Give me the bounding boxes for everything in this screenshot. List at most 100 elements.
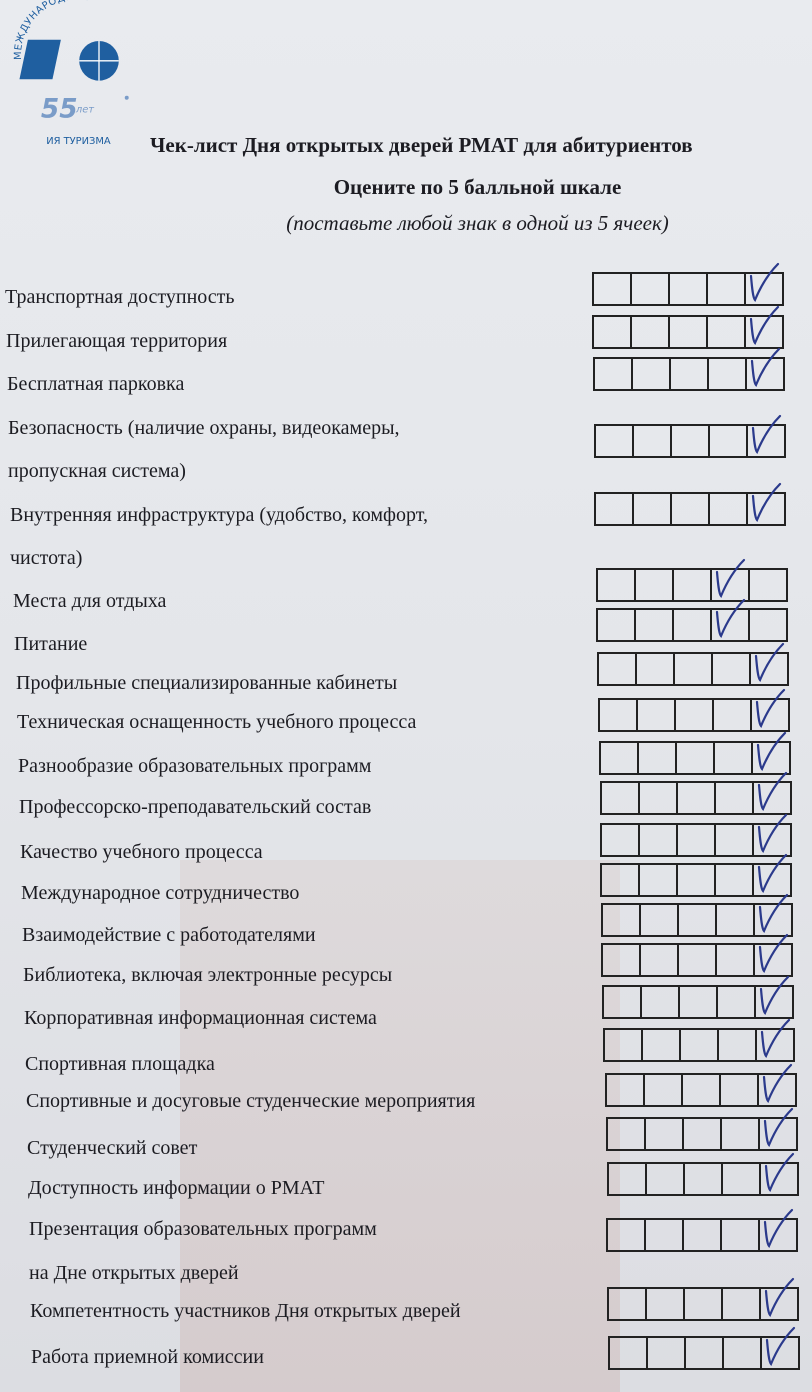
rating-cell-3[interactable] [679,905,717,935]
rating-cell-4[interactable] [712,558,750,600]
rating-cell-3[interactable] [681,1030,719,1060]
rating-cell-4[interactable] [718,987,756,1017]
rating-cell-1[interactable] [609,1289,647,1319]
rating-cell-2[interactable] [645,1075,683,1105]
rating-cell-5[interactable] [755,933,791,975]
rating-cell-5[interactable] [754,771,790,813]
rating-cell-2[interactable] [646,1119,684,1149]
rating-cell-3[interactable] [675,654,713,684]
rating-cell-4[interactable] [723,1289,761,1319]
rating-cell-1[interactable] [600,700,638,730]
rating-cell-4[interactable] [709,359,747,389]
rating-cell-4[interactable] [710,426,748,456]
rating-cell-2[interactable] [647,1164,685,1194]
rating-cell-2[interactable] [640,865,678,895]
rating-cell-3[interactable] [686,1338,724,1368]
rating-cell-4[interactable] [712,598,750,640]
rating-cell-4[interactable] [719,1030,757,1060]
rating-cell-2[interactable] [634,426,672,456]
rating-cell-3[interactable] [674,610,712,640]
rating-cell-3[interactable] [683,1075,721,1105]
rating-cell-1[interactable] [602,783,640,813]
rating-cell-5[interactable] [753,731,789,773]
rating-cell-2[interactable] [641,945,679,975]
rating-cell-2[interactable] [634,494,672,524]
rating-cell-4[interactable] [723,1164,761,1194]
rating-cell-4[interactable] [708,274,746,304]
rating-cell-4[interactable] [721,1075,759,1105]
rating-cell-3[interactable] [672,426,710,456]
rating-cell-1[interactable] [610,1338,648,1368]
rating-cell-1[interactable] [598,610,636,640]
rating-cell-4[interactable] [716,783,754,813]
rating-cell-4[interactable] [724,1338,762,1368]
rating-cell-5[interactable] [756,975,792,1017]
rating-cell-2[interactable] [637,654,675,684]
rating-cell-2[interactable] [641,905,679,935]
rating-cell-3[interactable] [670,274,708,304]
rating-cell-5[interactable] [761,1152,797,1194]
rating-cell-1[interactable] [598,570,636,600]
rating-cell-2[interactable] [648,1338,686,1368]
rating-cell-2[interactable] [647,1289,685,1319]
rating-cell-1[interactable] [595,359,633,389]
rating-cell-5[interactable] [754,813,790,855]
rating-cell-4[interactable] [710,494,748,524]
rating-cell-2[interactable] [643,1030,681,1060]
rating-cell-4[interactable] [722,1220,760,1250]
rating-cell-1[interactable] [603,905,641,935]
rating-cell-2[interactable] [632,274,670,304]
rating-cell-1[interactable] [596,494,634,524]
rating-cell-3[interactable] [685,1289,723,1319]
rating-cell-1[interactable] [608,1220,646,1250]
rating-cell-1[interactable] [607,1075,645,1105]
rating-cell-3[interactable] [677,743,715,773]
rating-cell-4[interactable] [715,743,753,773]
rating-cell-3[interactable] [684,1220,722,1250]
rating-cell-1[interactable] [605,1030,643,1060]
rating-cell-5[interactable] [762,1326,798,1368]
rating-cell-4[interactable] [722,1119,760,1149]
rating-cell-3[interactable] [678,783,716,813]
rating-cell-3[interactable] [671,359,709,389]
rating-cell-3[interactable] [678,825,716,855]
rating-cell-2[interactable] [636,570,674,600]
rating-cell-3[interactable] [684,1119,722,1149]
rating-cell-3[interactable] [678,865,716,895]
rating-cell-5[interactable] [760,1107,796,1149]
rating-cell-2[interactable] [642,987,680,1017]
rating-cell-5[interactable] [754,853,790,895]
rating-cell-2[interactable] [646,1220,684,1250]
rating-cell-4[interactable] [717,945,755,975]
rating-cell-5[interactable] [750,570,786,600]
rating-cell-5[interactable] [748,414,784,456]
rating-cell-2[interactable] [639,743,677,773]
rating-cell-2[interactable] [640,783,678,813]
rating-cell-1[interactable] [604,987,642,1017]
rating-cell-2[interactable] [633,359,671,389]
rating-cell-5[interactable] [747,347,783,389]
rating-cell-3[interactable] [674,570,712,600]
rating-cell-4[interactable] [708,317,746,347]
rating-cell-1[interactable] [603,945,641,975]
rating-cell-3[interactable] [680,987,718,1017]
rating-cell-5[interactable] [759,1063,795,1105]
rating-cell-3[interactable] [685,1164,723,1194]
rating-cell-4[interactable] [716,865,754,895]
rating-cell-1[interactable] [601,743,639,773]
rating-cell-1[interactable] [596,426,634,456]
rating-cell-5[interactable] [746,305,782,347]
rating-cell-5[interactable] [760,1208,796,1250]
rating-cell-1[interactable] [599,654,637,684]
rating-cell-3[interactable] [672,494,710,524]
rating-cell-3[interactable] [670,317,708,347]
rating-cell-1[interactable] [594,274,632,304]
rating-cell-4[interactable] [713,654,751,684]
rating-cell-5[interactable] [750,610,786,640]
rating-cell-4[interactable] [714,700,752,730]
rating-cell-1[interactable] [602,865,640,895]
rating-cell-2[interactable] [640,825,678,855]
rating-cell-5[interactable] [757,1018,793,1060]
rating-cell-2[interactable] [632,317,670,347]
rating-cell-5[interactable] [761,1277,797,1319]
